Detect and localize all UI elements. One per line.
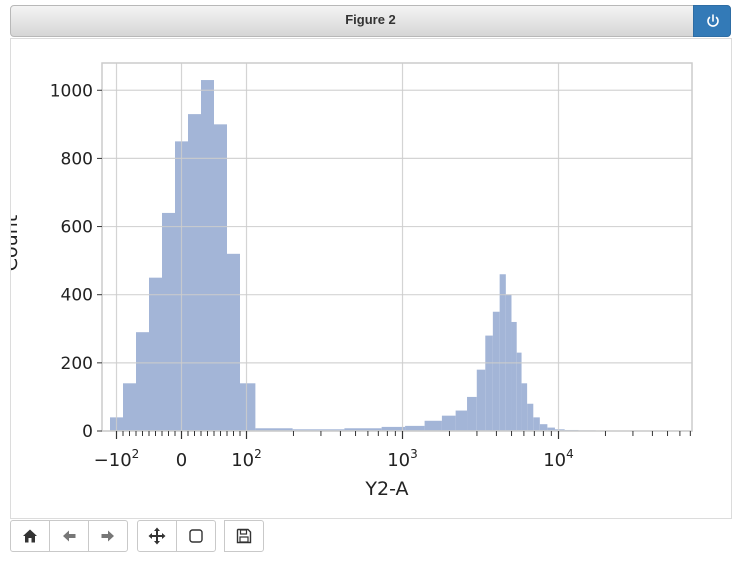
- histogram-bar: [455, 410, 468, 431]
- histogram-bar: [485, 335, 493, 431]
- x-tick-label: 104: [543, 447, 574, 471]
- histogram-bar: [214, 124, 227, 431]
- forward-button[interactable]: [88, 520, 128, 552]
- histogram-bar: [188, 114, 201, 431]
- save-icon: [236, 528, 252, 544]
- back-icon: [63, 530, 76, 542]
- histogram-bar: [499, 274, 506, 431]
- histogram-bar: [467, 396, 477, 431]
- histogram-bar: [516, 352, 522, 431]
- histogram-bar: [547, 427, 555, 431]
- x-tick-label: −102: [94, 447, 140, 471]
- figure-titlebar: Figure 2: [10, 5, 731, 37]
- figure-canvas[interactable]: 0 200 400 600 800 1000 −102 0 102 103 104 Y2-A Count: [10, 38, 732, 519]
- histogram-bar: [511, 321, 517, 431]
- histogram-bar: [255, 428, 293, 431]
- zoom-rect-icon: [189, 529, 203, 543]
- figure-title: Figure 2: [345, 12, 396, 27]
- y-tick-label: 400: [61, 286, 93, 306]
- y-tick-label: 200: [61, 354, 93, 374]
- x-axis-label: Y2-A: [364, 478, 408, 500]
- y-tick-label: 1000: [50, 81, 93, 101]
- x-tick-label: 0: [176, 450, 187, 471]
- histogram-bar: [539, 424, 548, 431]
- histogram-bar: [201, 80, 214, 431]
- histogram-bar: [381, 426, 406, 431]
- histogram-bar: [527, 403, 534, 431]
- y-tick-label: 800: [61, 149, 93, 169]
- zoom-rect-button[interactable]: [176, 520, 216, 552]
- histogram-bar: [521, 383, 528, 431]
- y-tick-label: 600: [61, 218, 93, 238]
- plot-frame: [101, 62, 693, 432]
- close-figure-button[interactable]: [693, 5, 731, 37]
- histogram-bar: [533, 417, 540, 431]
- back-button[interactable]: [49, 520, 89, 552]
- save-button-group: [224, 520, 264, 552]
- x-tick-label: 102: [231, 447, 262, 471]
- histogram-bar: [149, 277, 162, 431]
- histogram-bar: [240, 383, 256, 431]
- home-icon: [23, 529, 37, 543]
- histogram-bar: [123, 383, 136, 431]
- home-button[interactable]: [10, 520, 50, 552]
- histogram-bar: [405, 425, 425, 431]
- navigation-button-group: [10, 520, 128, 552]
- pan-icon: [148, 527, 166, 545]
- y-tick-label: 0: [82, 422, 93, 442]
- histogram-bar: [476, 369, 486, 431]
- histogram-bar: [424, 420, 442, 431]
- histogram-bar: [492, 311, 500, 431]
- histogram-bar: [292, 429, 345, 431]
- x-tick-label: 103: [387, 447, 418, 471]
- y-axis-label: Count: [11, 215, 22, 271]
- histogram-bar: [227, 253, 240, 431]
- histogram-bar: [344, 428, 382, 431]
- histogram-bar: [162, 212, 175, 431]
- power-icon: [707, 14, 719, 27]
- histogram-bar: [554, 429, 565, 431]
- interaction-button-group: [137, 520, 216, 552]
- pan-button[interactable]: [137, 520, 177, 552]
- histogram-bar: [441, 415, 456, 431]
- forward-icon: [101, 530, 114, 542]
- save-button[interactable]: [224, 520, 264, 552]
- histogram-bar: [136, 332, 149, 431]
